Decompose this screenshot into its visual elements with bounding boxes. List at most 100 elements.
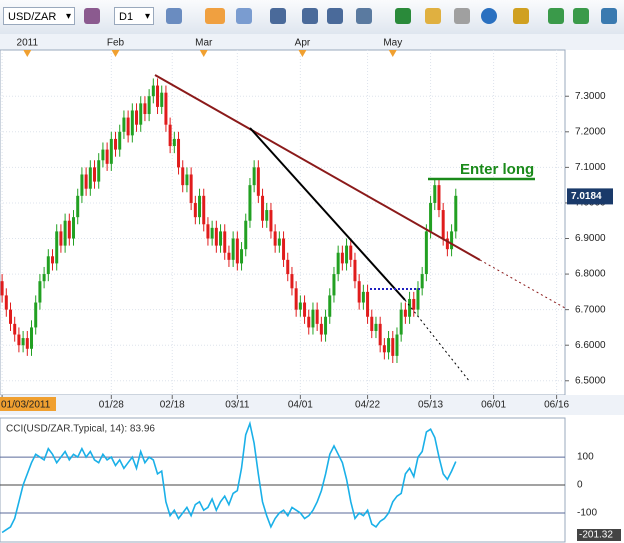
candle-body [67,220,71,239]
y-tick-label: 7.1000 [575,162,606,173]
candle-body [441,210,445,239]
top-axis [0,34,624,50]
y-tick-label: -100 [577,508,597,519]
candle-body [286,259,290,275]
candle-body [324,316,328,335]
top-tick-marker [298,50,307,57]
candle-body [172,138,176,147]
candle-body [273,231,277,246]
candle-body [177,138,181,168]
x-tick-label: 02/18 [160,400,185,411]
last-price-box [567,188,613,205]
candle-body [219,231,223,246]
candle-body [361,291,365,303]
candle-body [382,345,386,353]
candle-body [307,316,311,328]
y-tick-label: 7.2000 [575,126,606,137]
candle-body [420,274,424,289]
candle-body [256,167,260,196]
candle-body [193,202,197,218]
y-tick-label: 0 [577,480,583,491]
candle-body [130,110,134,136]
y-tick-label: 6.7000 [575,304,606,315]
candle-body [433,185,437,203]
candle-body [143,103,147,115]
candle-body [429,202,433,232]
tool-icon[interactable] [395,8,411,24]
x-tick-label: 04/22 [355,400,380,411]
tool-icon[interactable] [548,8,564,24]
candle-body [42,274,46,282]
top-tick-label: 2011 [17,38,39,49]
candle-body [21,338,25,346]
x-tick-label: 06/16 [544,400,569,411]
candle-body [374,323,378,331]
top-tick-marker [23,50,32,57]
candle-body [126,117,130,136]
candle-body [63,220,67,246]
candle-body [311,309,315,328]
time-axis [0,395,624,415]
candle-body [17,334,21,346]
top-tick-label: Apr [295,38,311,49]
symbol-select[interactable]: USD/ZAR [3,7,75,26]
candle-body [93,167,97,182]
tool-icon[interactable] [513,8,529,24]
candle-body [244,220,248,250]
tool-icon[interactable] [236,8,252,24]
candle-body [206,224,210,239]
tool-icon[interactable] [327,8,343,24]
x-tick-label: 03/11 [225,400,250,411]
candle-body [72,217,76,239]
candle-body [214,227,218,246]
candle-body [168,124,172,147]
tool-icon[interactable] [425,8,441,24]
tool-icon[interactable] [302,8,318,24]
tool-icon[interactable] [481,8,497,24]
candle-body [227,252,231,260]
candle-body [416,288,420,310]
candle-body [122,117,126,132]
tool-icon[interactable] [573,8,589,24]
candle-body [366,291,370,317]
candle-body [403,309,407,317]
candle-body [332,274,336,296]
candle-body [210,227,214,239]
candle-body [46,256,50,275]
candle-body [181,167,185,186]
candle-body [336,252,340,275]
x-tick-label: 01/28 [99,400,124,411]
candle-body [9,309,13,324]
candle-body [235,238,239,264]
candle-body [391,338,395,356]
x-tick-label: 06/01 [481,400,506,411]
tool-icon[interactable] [84,8,100,24]
top-tick-marker [199,50,208,57]
candle-body [378,323,382,346]
x-tick-label: 04/01 [288,400,313,411]
candle-body [349,245,353,260]
candle-body [13,323,17,335]
tool-icon[interactable] [270,8,286,24]
tool-icon[interactable] [166,8,182,24]
tool-icon[interactable] [601,8,617,24]
trendlines [154,74,566,383]
chart: Enter long CCI(USD/ZAR.Typical, 14): 83.… [0,34,624,543]
candle-body [248,185,252,221]
candle-body [80,174,84,196]
min-value-label: -201.32 [579,530,613,541]
candle-body [231,238,235,260]
cci-line [1,420,457,534]
indicator-title: CCI(USD/ZAR.Typical, 14): 83.96 [6,424,155,435]
timeframe-select[interactable]: D1 [114,7,154,26]
candle-body [139,103,143,125]
top-tick-label: May [383,38,402,49]
candle-body [399,309,403,335]
candle-body [109,138,113,164]
candle-body [303,302,307,317]
candle-body [38,281,42,303]
tool-icon[interactable] [205,8,225,24]
tool-icon[interactable] [454,8,470,24]
tool-icon[interactable] [356,8,372,24]
top-tick-marker [111,50,120,57]
